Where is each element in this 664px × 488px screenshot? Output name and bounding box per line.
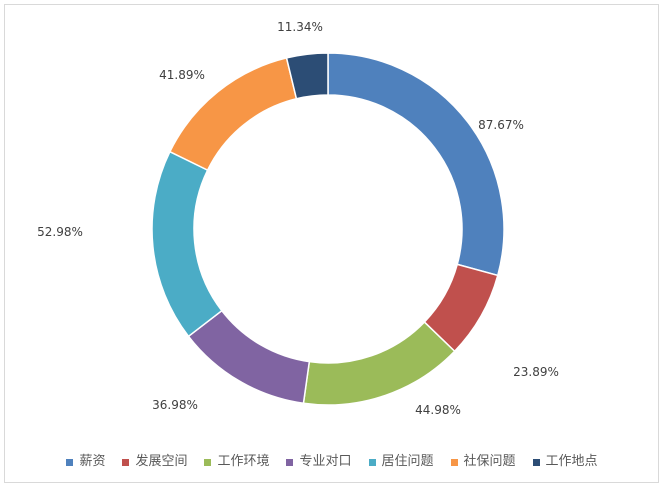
donut-segment-salary xyxy=(327,52,505,277)
legend-label: 薪资 xyxy=(79,454,106,469)
legend-item-development-space: 发展空间 xyxy=(122,452,187,472)
legend-item-salary: 薪资 xyxy=(66,452,105,472)
legend-item-work-environment: 工作环境 xyxy=(204,452,269,472)
legend-item-work-location: 工作地点 xyxy=(532,452,598,472)
legend-marker xyxy=(122,458,130,466)
legend-marker xyxy=(66,458,74,466)
data-label-major-match: 36.98% xyxy=(152,398,198,412)
data-label-housing: 52.98% xyxy=(37,225,83,239)
legend-marker xyxy=(286,458,294,466)
legend-marker xyxy=(368,458,376,466)
legend-marker xyxy=(204,458,212,466)
legend-marker xyxy=(450,458,458,466)
legend-marker xyxy=(532,458,540,466)
legend-label: 专业对口 xyxy=(299,454,352,469)
data-label-development-space: 23.89% xyxy=(513,365,559,379)
legend-label: 发展空间 xyxy=(135,454,188,469)
legend-label: 工作环境 xyxy=(217,454,270,469)
chart-legend: 薪资 发展空间 工作环境 专业对口 居住问题 社保问题 工作地点 xyxy=(0,452,664,472)
data-label-work-location: 11.34% xyxy=(277,20,323,34)
legend-item-social-insurance: 社保问题 xyxy=(450,452,516,472)
donut-segment-work-environment xyxy=(302,321,456,406)
data-label-social-insurance: 41.89% xyxy=(159,68,205,82)
data-label-work-environment: 44.98% xyxy=(415,403,461,417)
donut-segment-work-location xyxy=(285,52,329,100)
legend-item-housing: 居住问题 xyxy=(368,452,434,472)
donut-segment-major-match xyxy=(187,309,311,405)
legend-label: 工作地点 xyxy=(545,454,598,469)
legend-label: 社保问题 xyxy=(463,454,516,469)
legend-label: 居住问题 xyxy=(381,454,434,469)
data-label-salary: 87.67% xyxy=(478,118,524,132)
donut-segment-housing xyxy=(151,150,223,338)
legend-item-major-match: 专业对口 xyxy=(286,452,352,472)
